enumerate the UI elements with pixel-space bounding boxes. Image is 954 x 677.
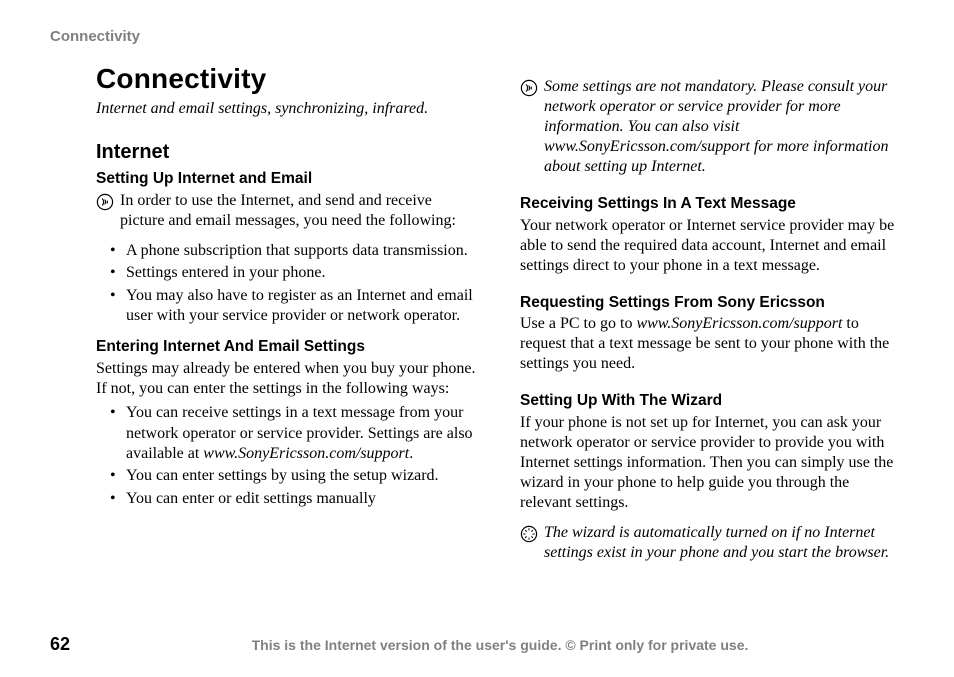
signal-icon [520,79,538,102]
body-entering-settings: Settings may already be entered when you… [96,359,480,399]
subheading-receiving-text: Receiving Settings In A Text Message [520,195,904,214]
subheading-setup-internet-email: Setting Up Internet and Email [96,170,480,189]
subheading-wizard: Setting Up With The Wizard [520,392,904,411]
list-item: You can enter settings by using the setu… [114,466,480,486]
list-item: You may also have to register as an Inte… [114,286,480,327]
list-item-text-post: . [409,445,413,462]
right-column: Some settings are not mandatory. Please … [520,63,904,573]
note-non-mandatory: Some settings are not mandatory. Please … [520,77,904,177]
note-wizard-auto-text: The wizard is automatically turned on if… [544,523,904,563]
subheading-entering-settings: Entering Internet And Email Settings [96,338,480,357]
subheading-requesting-sony: Requesting Settings From Sony Ericsson [520,294,904,313]
note-wizard-auto: The wizard is automatically turned on if… [520,523,904,563]
body-link: www.SonyEricsson.com/support [636,315,842,332]
body-wizard: If your phone is not set up for Internet… [520,413,904,513]
body-pre: Use a PC to go to [520,315,636,332]
tip-icon [520,525,538,548]
content-columns: Connectivity Internet and email settings… [50,63,904,573]
body-receiving-text: Your network operator or Internet servic… [520,216,904,276]
signal-icon [96,193,114,216]
section-heading-internet: Internet [96,141,480,164]
running-head: Connectivity [50,28,904,45]
chapter-subtitle: Internet and email settings, synchronizi… [96,99,480,119]
body-requesting-sony: Use a PC to go to www.SonyEricsson.com/s… [520,314,904,374]
list-item: Settings entered in your phone. [114,263,480,283]
note-intro-text: In order to use the Internet, and send a… [120,191,480,231]
footer-text: This is the Internet version of the user… [96,637,904,653]
note-non-mandatory-text: Some settings are not mandatory. Please … [544,77,904,177]
list-item: You can enter or edit settings manually [114,489,480,509]
list-item: A phone subscription that supports data … [114,241,480,261]
list-item: You can receive settings in a text messa… [114,403,480,464]
ways-list: You can receive settings in a text messa… [96,403,480,509]
note-intro: In order to use the Internet, and send a… [96,191,480,231]
page-number: 62 [50,634,96,655]
chapter-title: Connectivity [96,63,480,95]
left-column: Connectivity Internet and email settings… [96,63,480,573]
page-footer: 62 This is the Internet version of the u… [50,634,904,655]
list-item-link: www.SonyEricsson.com/support [203,445,409,462]
requirements-list: A phone subscription that supports data … [96,241,480,327]
page: Connectivity Connectivity Internet and e… [0,0,954,677]
